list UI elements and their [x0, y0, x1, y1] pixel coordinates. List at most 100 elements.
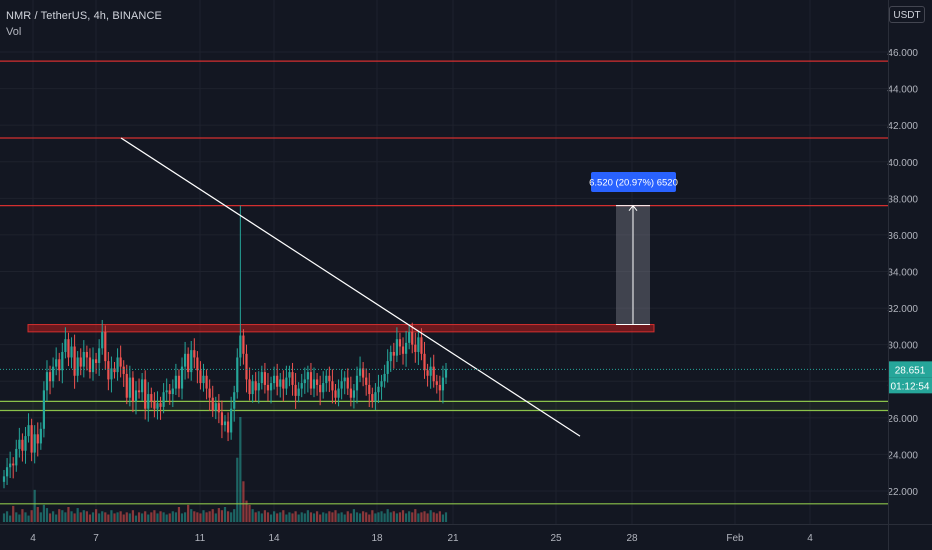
volume-bar	[187, 504, 190, 522]
price-tick-label: 40.000	[887, 158, 918, 169]
volume-bar	[199, 513, 202, 522]
volume-bar	[282, 510, 285, 522]
volume-bar	[131, 510, 135, 522]
candle-body	[183, 353, 187, 367]
candle-body	[414, 344, 417, 352]
volume-bar	[365, 512, 368, 522]
candle-body	[300, 383, 303, 389]
volume-bar	[239, 417, 242, 522]
volume-bar	[242, 481, 245, 522]
volume-bar	[128, 513, 131, 522]
candle-body	[380, 381, 383, 387]
volume-bar	[88, 514, 92, 522]
candlesticks	[2, 205, 448, 489]
volume-bar	[355, 512, 359, 522]
volume-bar	[144, 511, 147, 522]
price-tick-label: 44.000	[887, 85, 918, 96]
price-tick-label: 22.000	[887, 487, 918, 498]
volume-bar	[257, 511, 260, 522]
candle-body	[73, 346, 76, 376]
candle-body	[159, 403, 162, 407]
candle-body	[171, 388, 174, 395]
candle-body	[45, 372, 49, 391]
candle-body	[64, 339, 67, 352]
candle-body	[297, 388, 300, 396]
volume-bar	[27, 515, 30, 522]
volume-bar	[380, 511, 383, 522]
volume-bar	[423, 511, 426, 522]
volume-indicator-label[interactable]: Vol	[6, 26, 22, 38]
volume-bar	[269, 514, 273, 522]
candle-body	[325, 375, 328, 384]
volume-bar	[377, 512, 380, 522]
candle-body	[294, 384, 297, 396]
candle-body	[239, 335, 242, 358]
candle-body	[9, 463, 12, 468]
volume-bar	[315, 511, 319, 522]
volume-bar	[39, 512, 42, 522]
currency-badge[interactable]: USDT	[889, 6, 925, 23]
candle-body	[226, 421, 230, 433]
last-price-badge	[889, 361, 932, 378]
volume-bar	[110, 510, 113, 522]
candle-body	[42, 390, 46, 429]
candle-body	[371, 394, 374, 402]
measure-arrow-head	[628, 204, 638, 211]
candle-body	[110, 368, 113, 380]
volume-bar	[260, 513, 263, 522]
candle-body	[70, 346, 73, 358]
candle-body	[411, 331, 414, 345]
volume-bar	[328, 511, 331, 522]
candle-body	[334, 390, 337, 398]
candle-body	[374, 392, 377, 402]
candle-body	[260, 372, 263, 384]
volume-bar	[18, 514, 21, 522]
volume-bar	[294, 511, 297, 522]
candle-body	[230, 408, 233, 433]
candle-body	[107, 361, 110, 380]
volume-bar	[156, 513, 159, 522]
candle-body	[417, 337, 420, 352]
candle-body	[174, 375, 177, 389]
candle-body	[233, 392, 236, 409]
symbol-title[interactable]: NMR / TetherUS, 4h, BINANCE	[6, 10, 162, 22]
volume-bar	[358, 513, 362, 522]
candle-body	[137, 390, 141, 393]
candle-body	[187, 353, 190, 373]
candle-body	[61, 351, 64, 371]
volume-bar	[137, 512, 141, 522]
volume-bar	[291, 513, 294, 522]
price-tick-label: 46.000	[887, 48, 918, 59]
volume-bar	[42, 504, 46, 522]
candle-body	[101, 331, 104, 349]
volume-bar	[248, 504, 251, 522]
candle-body	[33, 434, 36, 453]
candle-body	[392, 351, 395, 356]
candle-body	[429, 366, 432, 376]
volume-bar	[45, 508, 49, 522]
candle-body	[383, 373, 386, 382]
candle-body	[147, 394, 150, 409]
candle-body	[67, 339, 70, 358]
candle-body	[282, 379, 285, 389]
candle-body	[303, 379, 306, 384]
volume-bar	[79, 512, 82, 522]
volume-bar	[205, 512, 208, 522]
candle-body	[355, 375, 359, 391]
volume-bar	[306, 510, 309, 522]
volume-bar	[202, 510, 205, 522]
candle-body	[76, 357, 79, 376]
candle-body	[58, 359, 61, 371]
candle-body	[269, 383, 273, 391]
volume-bar	[73, 513, 76, 522]
candle-body	[432, 366, 435, 382]
volume-bar	[417, 513, 420, 522]
drawings[interactable]: 6.520 (20.97%) 6520	[0, 137, 888, 437]
candle-body	[377, 386, 380, 393]
candle-body	[12, 463, 15, 466]
candle-body	[156, 403, 159, 409]
volume-bar	[343, 514, 346, 522]
volume-bar	[389, 512, 392, 522]
